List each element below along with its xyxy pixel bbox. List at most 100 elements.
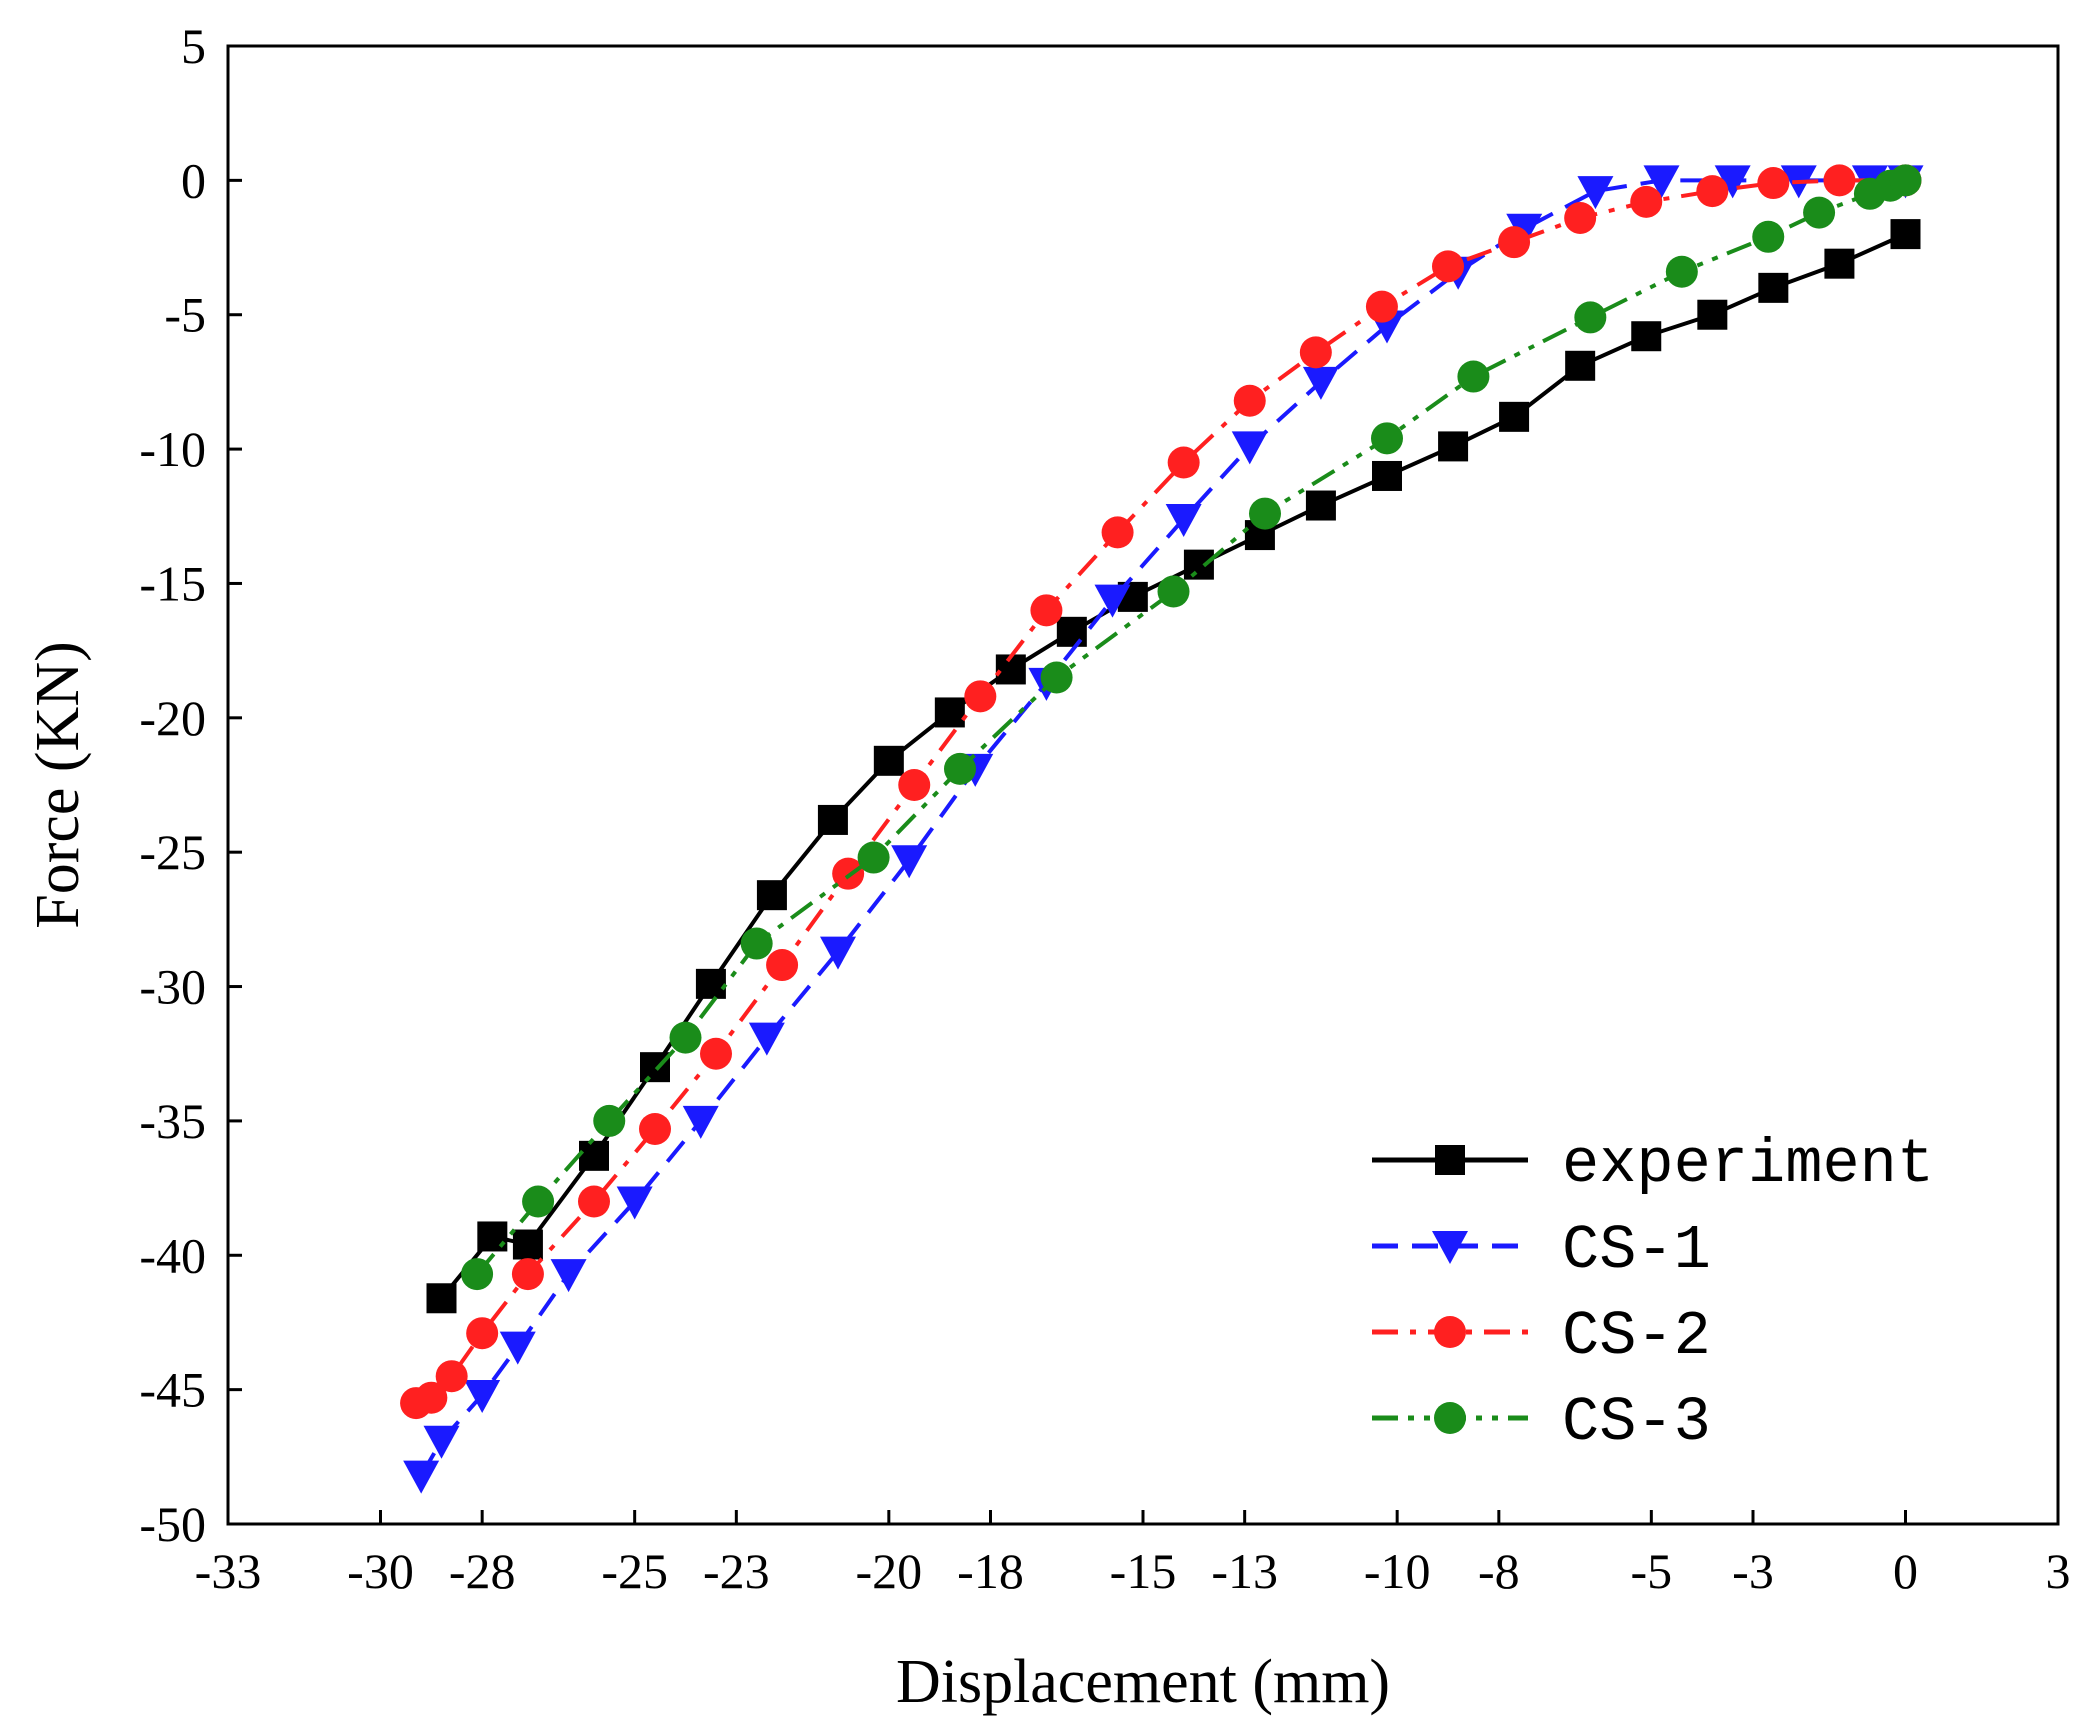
x-tick-label: -23	[703, 1543, 770, 1599]
legend-label: CS-3	[1562, 1387, 1711, 1458]
data-point	[593, 1104, 626, 1137]
data-point	[1823, 164, 1856, 197]
data-point	[1889, 164, 1922, 197]
data-point	[511, 1258, 544, 1291]
x-tick-label: -13	[1211, 1543, 1278, 1599]
data-point	[669, 1021, 702, 1054]
data-point	[477, 1221, 508, 1252]
data-point	[1305, 490, 1336, 521]
legend-label: experiment	[1562, 1129, 1934, 1200]
data-point	[1631, 321, 1662, 352]
x-tick-label: -28	[449, 1543, 516, 1599]
data-point	[1574, 301, 1607, 334]
data-point	[1498, 226, 1531, 259]
data-point	[1890, 219, 1921, 250]
data-point	[499, 1331, 536, 1365]
y-tick-label: -35	[139, 1093, 206, 1149]
legend-marker	[1435, 1145, 1465, 1175]
x-tick-label: -15	[1110, 1543, 1177, 1599]
data-point	[1040, 661, 1073, 694]
data-point	[1233, 384, 1266, 417]
data-point	[873, 745, 904, 776]
data-point	[1299, 336, 1332, 369]
data-point	[464, 1380, 501, 1414]
data-point	[522, 1185, 555, 1218]
data-point	[1056, 616, 1087, 647]
y-axis-title: Force (KN)	[24, 641, 92, 929]
y-tick-label: -45	[139, 1362, 206, 1418]
data-point	[1714, 165, 1751, 199]
data-point	[1438, 431, 1469, 462]
x-axis-title: Displacement (mm)	[896, 1648, 1390, 1716]
data-point	[964, 680, 997, 713]
data-point	[891, 845, 928, 879]
data-point	[512, 1229, 543, 1260]
data-point	[578, 1185, 610, 1218]
data-point	[1757, 167, 1790, 200]
data-point	[579, 1140, 609, 1171]
x-tick-label: -30	[347, 1543, 414, 1599]
x-tick-label: -18	[957, 1543, 1024, 1599]
y-tick-label: -30	[139, 959, 206, 1015]
legend: experiment CS-1 CS-2 CS-3	[1372, 1129, 1934, 1458]
legend-marker	[1434, 1316, 1466, 1348]
data-point	[1157, 575, 1190, 608]
axis-layer: -33 -30 -28 -25 -23 -20 -18 -15 -13 -10 -8 -5 -3 0 350…	[139, 18, 2070, 1599]
data-point	[1371, 422, 1403, 455]
data-point	[1499, 401, 1530, 432]
legend-marker	[1434, 1402, 1466, 1434]
y-tick-label: -20	[139, 690, 206, 746]
data-point	[1824, 248, 1855, 279]
data-point	[466, 1317, 499, 1350]
y-tick-label: -5	[164, 287, 206, 343]
data-point	[403, 1460, 440, 1494]
data-point	[435, 1360, 468, 1393]
data-point	[639, 1112, 671, 1145]
data-point	[700, 1037, 732, 1070]
y-tick-label: -15	[139, 555, 206, 611]
data-point	[1183, 549, 1214, 580]
data-point	[426, 1283, 457, 1314]
data-point	[1752, 220, 1785, 253]
x-tick-label: -20	[856, 1543, 923, 1599]
series-layer	[400, 164, 1924, 1494]
x-tick-label: 3	[2046, 1543, 2071, 1599]
data-point	[1365, 290, 1398, 323]
data-point	[1030, 594, 1063, 627]
data-point	[1758, 272, 1789, 303]
y-tick-label: -40	[139, 1227, 206, 1283]
legend-item: experiment	[1372, 1129, 1934, 1200]
y-tick-label: -25	[139, 824, 206, 880]
x-tick-label: -8	[1478, 1543, 1520, 1599]
data-point	[756, 880, 787, 911]
data-point	[944, 752, 976, 785]
data-point	[934, 697, 965, 728]
data-point	[616, 1186, 653, 1220]
data-point	[1630, 185, 1663, 218]
data-point	[1231, 431, 1268, 465]
y-tick-label: 0	[181, 152, 206, 208]
x-tick-label: -5	[1631, 1543, 1673, 1599]
data-point	[1697, 299, 1728, 330]
data-point	[1101, 516, 1134, 549]
data-point	[817, 804, 848, 835]
data-point	[740, 927, 773, 960]
data-point	[550, 1259, 587, 1293]
data-point	[1457, 360, 1490, 393]
data-point	[766, 949, 799, 982]
data-point	[1803, 196, 1836, 229]
legend-label: CS-1	[1562, 1215, 1711, 1286]
data-point	[1564, 201, 1597, 234]
data-point	[423, 1425, 460, 1459]
data-point	[682, 1105, 719, 1139]
data-point	[1577, 176, 1614, 210]
data-point	[1372, 460, 1402, 491]
data-point	[1565, 350, 1596, 381]
legend-marker	[1432, 1231, 1468, 1264]
data-point	[857, 841, 890, 874]
data-point	[1249, 497, 1281, 530]
x-tick-label: -10	[1364, 1543, 1431, 1599]
data-point	[1094, 584, 1131, 618]
